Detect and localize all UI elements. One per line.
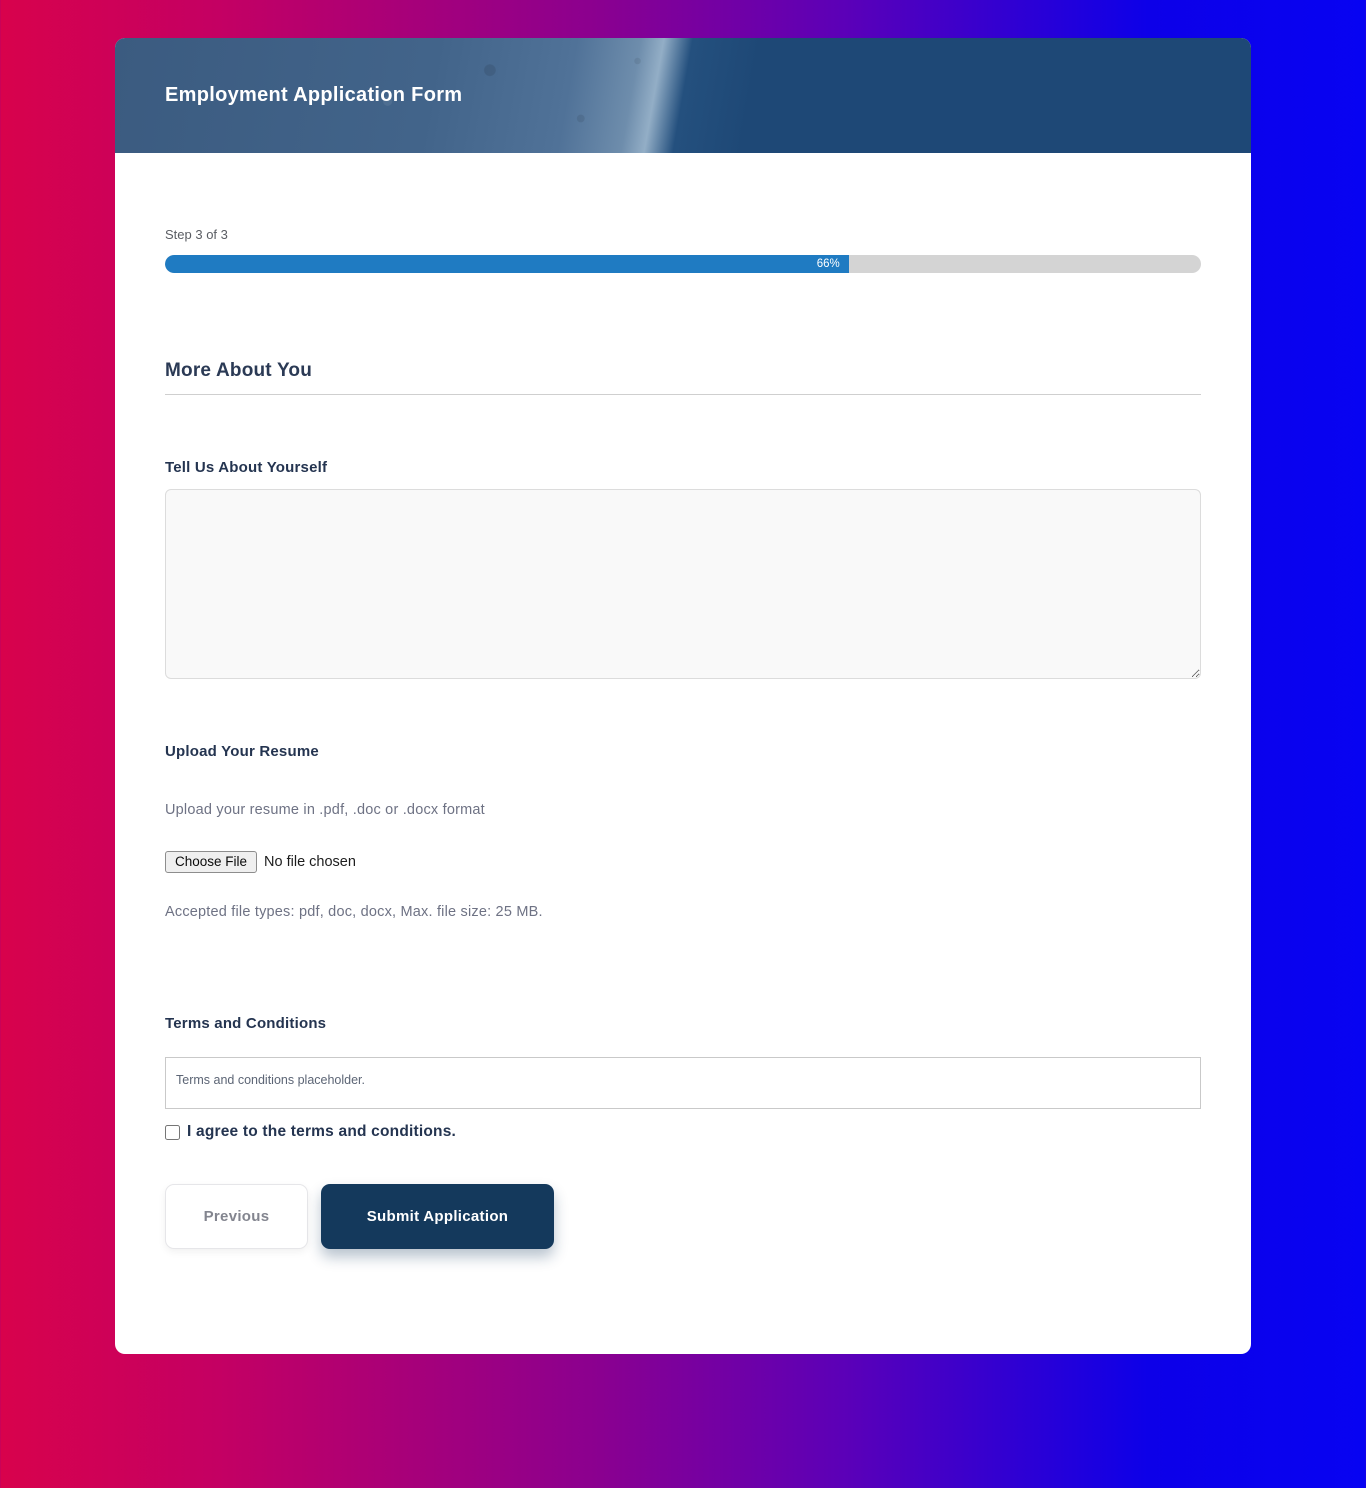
agree-row: I agree to the terms and conditions. xyxy=(165,1123,1201,1141)
page-title: Employment Application Form xyxy=(165,84,463,106)
agree-label: I agree to the terms and conditions. xyxy=(187,1123,457,1140)
resume-description: Upload your resume in .pdf, .doc or .doc… xyxy=(165,802,485,818)
progress-fill: 66% xyxy=(165,255,849,273)
previous-button[interactable]: Previous xyxy=(165,1184,308,1249)
form-actions: Previous Submit Application xyxy=(165,1184,1201,1249)
about-label: Tell Us About Yourself xyxy=(165,459,328,476)
progress-bar: 66% xyxy=(165,255,1201,273)
form-content: Step 3 of 3 66% More About You Tell Us A… xyxy=(115,227,1251,1249)
terms-placeholder-text: Terms and conditions placeholder. xyxy=(176,1073,366,1087)
choose-file-button[interactable]: Choose File xyxy=(165,851,258,873)
form-card: Employment Application Form Step 3 of 3 … xyxy=(115,38,1251,1354)
section-title: More About You xyxy=(165,360,313,381)
form-header-banner: Employment Application Form xyxy=(115,38,1251,153)
step-indicator: Step 3 of 3 xyxy=(165,227,228,242)
agree-checkbox[interactable] xyxy=(165,1124,180,1140)
resume-label: Upload Your Resume xyxy=(165,743,319,760)
submit-button[interactable]: Submit Application xyxy=(321,1184,554,1249)
file-types-hint: Accepted file types: pdf, doc, docx, Max… xyxy=(165,904,543,920)
file-status-text: No file chosen xyxy=(264,854,356,870)
progress-percent-label: 66% xyxy=(816,258,840,270)
file-input[interactable]: Choose File No file chosen xyxy=(165,851,1201,873)
about-textarea[interactable] xyxy=(165,489,1201,679)
terms-label: Terms and Conditions xyxy=(165,1015,327,1032)
section-divider xyxy=(165,394,1201,395)
terms-text-box[interactable]: Terms and conditions placeholder. xyxy=(165,1057,1201,1109)
